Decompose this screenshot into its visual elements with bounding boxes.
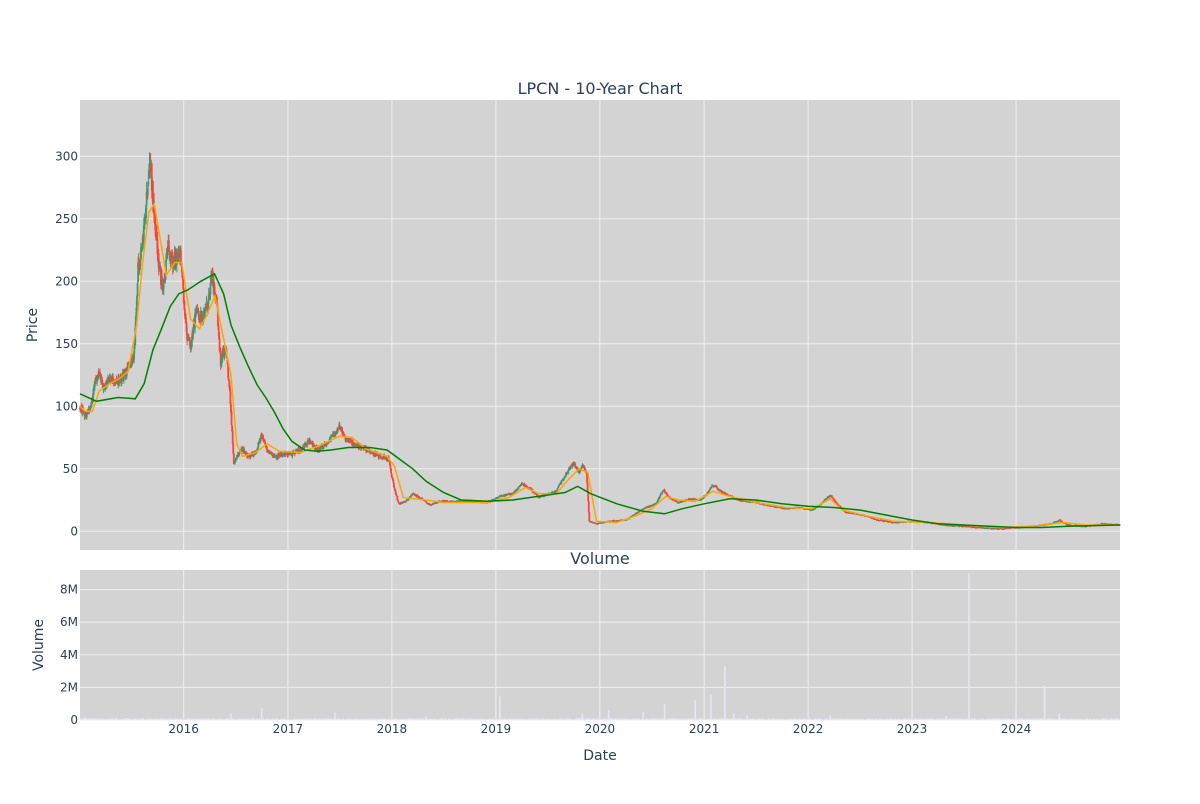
date-tick-label: 2024 — [1001, 722, 1032, 736]
volume-spike-bar — [84, 718, 86, 720]
date-tick-label: 2023 — [897, 722, 928, 736]
volume-tick-label: 2M — [60, 680, 78, 694]
candle — [231, 410, 233, 426]
volume-spike-bar — [710, 695, 712, 720]
price-tick-label: 150 — [55, 337, 78, 351]
volume-spike-bar — [642, 712, 644, 720]
volume-spike-bar — [830, 715, 832, 720]
volume-spike-bar — [608, 710, 610, 720]
candle — [588, 512, 590, 522]
price-tick-label: 0 — [70, 524, 78, 538]
volume-tick-label: 4M — [60, 648, 78, 662]
candle — [219, 336, 221, 352]
price-y-ticks: 0 50 100 150 200 250 300 — [55, 149, 78, 538]
volume-tick-label: 0 — [70, 713, 78, 727]
volume-y-axis-label: Volume — [31, 619, 47, 671]
price-chart-title: LPCN - 10-Year Chart — [518, 79, 683, 98]
volume-spike-bar — [694, 700, 696, 720]
date-tick-label: 2018 — [377, 722, 408, 736]
volume-spike-bar — [1015, 709, 1017, 720]
volume-tick-label: 6M — [60, 615, 78, 629]
price-tick-label: 250 — [55, 212, 78, 226]
price-tick-label: 300 — [55, 149, 78, 163]
date-tick-label: 2017 — [273, 722, 304, 736]
volume-spike-bar — [582, 713, 584, 720]
volume-spike-bar — [1059, 713, 1061, 720]
volume-y-ticks: 0 2M 4M 6M 8M — [60, 583, 78, 727]
volume-spike-bar — [230, 713, 232, 720]
price-tick-label: 200 — [55, 274, 78, 288]
volume-spike-bar — [334, 713, 336, 720]
candle — [588, 501, 590, 513]
volume-panel: Volume 0 2M 4M 6M 8M 2016 2017 2018 2019 2020 202… — [31, 549, 1120, 764]
volume-spike-bar — [968, 573, 970, 720]
volume-spike-bar — [142, 718, 144, 720]
volume-spike-bar — [664, 704, 666, 720]
volume-spike-bar — [724, 666, 726, 720]
price-y-axis-label: Price — [25, 308, 41, 342]
date-tick-label: 2021 — [689, 722, 720, 736]
volume-spike-bar — [499, 696, 501, 720]
price-tick-label: 100 — [55, 399, 78, 413]
date-x-axis-label: Date — [583, 748, 616, 764]
date-tick-label: 2019 — [481, 722, 512, 736]
volume-spike-bar — [746, 715, 748, 720]
date-tick-label: 2020 — [585, 722, 616, 736]
date-x-ticks: 2016 2017 2018 2019 2020 2021 2022 2023 2024 — [168, 722, 1031, 736]
volume-spike-bar — [733, 713, 735, 720]
volume-chart-title: Volume — [570, 549, 630, 568]
date-tick-label: 2016 — [168, 722, 199, 736]
volume-spike-bar — [1044, 686, 1046, 720]
volume-spike-bar — [261, 709, 263, 720]
volume-spike-bar — [425, 717, 427, 720]
candle — [396, 496, 398, 500]
date-tick-label: 2022 — [793, 722, 824, 736]
volume-tick-label: 8M — [60, 583, 78, 597]
price-tick-label: 50 — [63, 462, 78, 476]
volume-spike-bar — [945, 716, 947, 720]
